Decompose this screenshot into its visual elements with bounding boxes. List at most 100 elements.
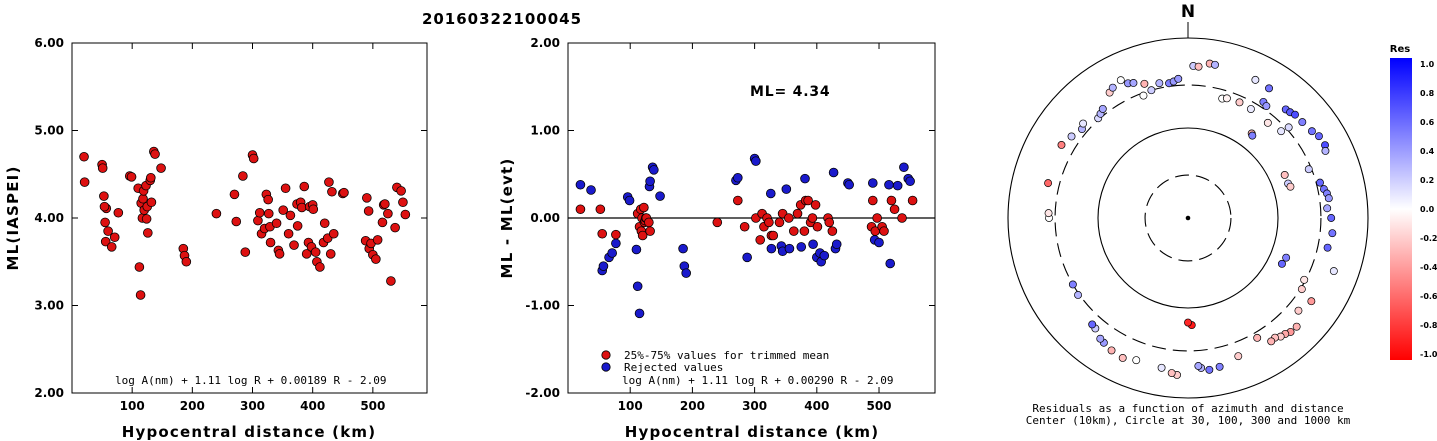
data-point	[278, 205, 288, 215]
residual-point	[1167, 369, 1176, 378]
data-point	[889, 204, 900, 215]
data-point	[831, 239, 842, 250]
data-point	[289, 240, 299, 250]
data-point	[712, 217, 723, 228]
data-point	[325, 249, 336, 259]
data-point	[751, 156, 761, 166]
data-point	[310, 247, 321, 257]
residual-point	[1074, 291, 1083, 299]
data-point	[138, 193, 148, 204]
data-point	[113, 207, 124, 218]
data-point	[800, 173, 810, 184]
colorbar-tick-label: -0.2	[1420, 234, 1437, 243]
center-point	[1185, 215, 1191, 221]
data-point	[99, 191, 109, 201]
residual-point	[1147, 86, 1156, 95]
data-points	[575, 153, 918, 319]
residual-point	[1304, 165, 1313, 174]
data-point	[319, 218, 330, 229]
data-point	[807, 213, 818, 223]
colorbar-tick-label: 0.6	[1420, 118, 1435, 127]
data-point	[146, 197, 157, 208]
data-point	[899, 162, 909, 173]
data-point	[109, 232, 120, 243]
residual-point	[1251, 75, 1260, 84]
x-tick-label: 100	[618, 399, 643, 413]
residual-point	[1222, 94, 1231, 103]
residual-point	[1323, 243, 1332, 252]
residual-point	[1139, 91, 1148, 100]
data-point	[362, 193, 372, 203]
residual-point	[1280, 170, 1289, 179]
data-point	[146, 172, 156, 183]
residual-point	[1044, 209, 1053, 218]
data-point	[134, 262, 145, 272]
ring-300km	[1054, 84, 1322, 352]
data-point	[892, 180, 903, 191]
data-point	[681, 268, 691, 278]
x-tick-label: 500	[360, 399, 385, 413]
x-tick-label: 400	[804, 399, 829, 413]
y-tick-label: 5.00	[34, 124, 64, 138]
x-tick-label: 200	[180, 399, 205, 413]
residual-point	[1307, 127, 1316, 136]
data-point	[637, 230, 648, 241]
data-point	[248, 153, 259, 164]
y-tick-label: 1.00	[530, 124, 560, 138]
residual-point	[1068, 280, 1077, 289]
residual-point	[1328, 229, 1337, 238]
data-point	[156, 163, 166, 173]
figure-title: 20160322100045	[422, 10, 582, 28]
caption-line-2: Center (10km), Circle at 30, 100, 300 an…	[1026, 414, 1351, 427]
data-point	[229, 189, 240, 200]
data-point	[238, 171, 248, 181]
data-point	[874, 237, 884, 248]
data-point	[371, 254, 381, 264]
residual-point	[1286, 182, 1295, 191]
residual-point	[1277, 259, 1286, 268]
formula-label: log A(nm) + 1.11 log R + 0.00189 R - 2.0…	[115, 374, 387, 387]
data-point	[285, 210, 296, 221]
data-point	[150, 149, 160, 159]
data-point	[253, 215, 263, 226]
data-point	[765, 188, 776, 199]
panel-azimuth-residuals: N Residuals as a function of azimuth and…	[1007, 2, 1369, 427]
data-point	[372, 235, 383, 245]
data-point	[774, 217, 785, 228]
data-point	[274, 249, 285, 259]
data-point	[828, 167, 839, 178]
data-point	[624, 195, 635, 206]
data-point	[575, 179, 586, 190]
data-point	[808, 239, 818, 250]
data-point	[631, 244, 642, 255]
residual-point	[1155, 79, 1164, 88]
data-point	[327, 186, 337, 197]
data-point	[100, 236, 111, 247]
data-point	[99, 201, 110, 212]
data-point	[655, 191, 665, 201]
panel-residual-vs-distance: 100 200 300 400 500 -2.00 -1.00 0.00 1.00 2.00 ML…	[498, 36, 936, 441]
data-point	[611, 238, 621, 249]
data-point	[315, 262, 325, 272]
data-point	[733, 172, 743, 183]
data-point	[907, 195, 918, 206]
data-point	[106, 242, 117, 252]
data-point	[872, 213, 882, 223]
data-point	[231, 216, 242, 227]
residual-point	[1292, 322, 1301, 331]
data-point	[396, 186, 406, 196]
data-points	[79, 146, 411, 300]
residual-point	[1140, 79, 1149, 88]
ring-1000km	[1007, 37, 1369, 399]
colorbar-tick-label: 0.4	[1420, 147, 1435, 156]
north-label: N	[1181, 2, 1195, 22]
residual-point	[1098, 104, 1107, 113]
data-point	[377, 217, 388, 228]
data-point	[607, 248, 617, 258]
data-point	[297, 202, 307, 213]
panel-ml-vs-distance: 100 200 300 400 500 2.00 3.00 4.00 5.00 6.00 Hypo…	[4, 36, 428, 441]
residual-point	[1246, 105, 1255, 113]
data-point	[884, 179, 894, 190]
residual-point	[1298, 118, 1307, 127]
residual-point	[1300, 275, 1309, 284]
